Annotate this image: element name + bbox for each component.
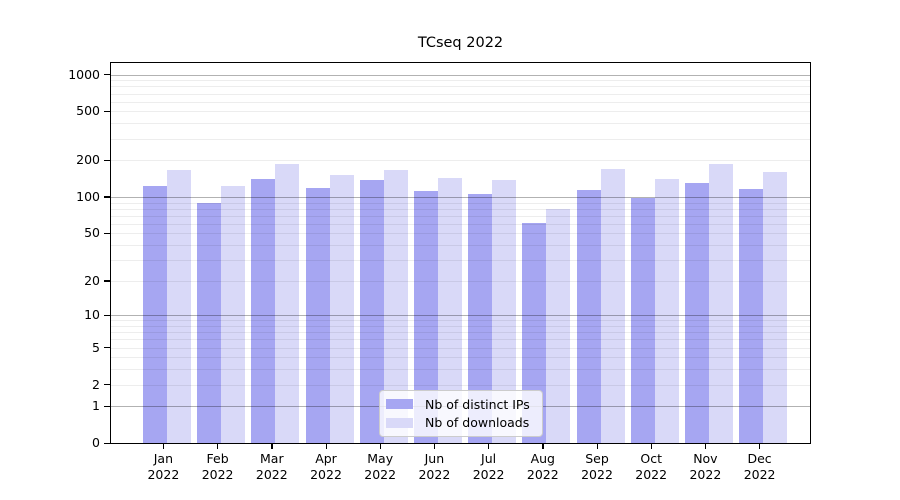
y-tick-mark	[104, 442, 110, 445]
bars-layer	[110, 62, 811, 444]
x-tick-label: Sep 2022	[581, 451, 613, 482]
x-tick-label: May 2022	[364, 451, 397, 482]
x-tick-mark	[271, 444, 273, 449]
bar-ips-apr	[305, 187, 330, 444]
x-tick-mark	[162, 444, 165, 449]
y-tick-label: 500	[76, 103, 100, 119]
y-tick-mark	[104, 314, 110, 317]
y-tick-mark	[104, 384, 110, 386]
y-tick-mark	[104, 110, 110, 113]
bar-downloads-dec	[763, 172, 788, 444]
bar-downloads-oct	[654, 179, 679, 444]
plot-area: Nb of distinct IPs Nb of downloads	[110, 62, 811, 444]
chart-title: TCseq 2022	[417, 35, 504, 51]
legend-swatch-distinct-ips	[386, 399, 413, 410]
bar-ips-nov	[684, 183, 709, 444]
x-tick-mark	[650, 444, 652, 449]
x-tick-mark	[596, 444, 598, 449]
y-tick-mark	[104, 74, 110, 76]
x-tick-label: Oct 2022	[635, 451, 668, 482]
y-tick-label: 50	[84, 225, 100, 241]
x-tick-label: Jan 2022	[147, 451, 180, 482]
bar-downloads-jan	[166, 169, 191, 444]
x-tick-mark	[759, 444, 761, 449]
bar-downloads-mar	[275, 163, 300, 444]
y-tick-mark	[104, 232, 110, 235]
y-tick-label: 10	[84, 307, 100, 323]
x-tick-label: Feb 2022	[201, 451, 234, 482]
x-tick-mark	[704, 444, 707, 449]
x-tick-label: Dec 2022	[743, 451, 776, 482]
legend-label-distinct-ips: Nb of distinct IPs	[425, 396, 530, 412]
y-tick-mark	[104, 159, 110, 162]
bar-ips-dec	[739, 188, 764, 444]
x-tick-mark	[542, 444, 544, 449]
bar-ips-oct	[630, 198, 655, 444]
bar-ips-sep	[576, 190, 601, 444]
bar-ips-feb	[197, 203, 222, 444]
x-tick-label: Aug 2022	[526, 451, 559, 482]
y-tick-label: 0	[92, 435, 100, 451]
legend-swatch-downloads	[386, 417, 413, 428]
bar-downloads-nov	[708, 164, 733, 444]
x-tick-label: Apr 2022	[310, 451, 342, 482]
legend-item-downloads: Nb of downloads	[386, 414, 536, 433]
y-tick-label: 5	[92, 339, 100, 355]
y-tick-label: 1000	[68, 66, 100, 82]
legend-label-downloads: Nb of downloads	[425, 415, 530, 431]
bar-downloads-feb	[221, 186, 246, 444]
y-tick-mark	[104, 347, 110, 349]
bar-downloads-apr	[329, 174, 354, 444]
y-tick-label: 2	[92, 376, 100, 392]
x-tick-label: Mar 2022	[255, 451, 288, 482]
y-tick-label: 1	[92, 398, 100, 414]
y-tick-mark	[104, 405, 110, 408]
bar-downloads-sep	[600, 168, 625, 444]
x-tick-label: Jun 2022	[418, 451, 451, 482]
y-tick-label: 200	[76, 152, 100, 168]
bar-ips-jan	[142, 185, 167, 444]
bar-downloads-aug	[546, 208, 571, 444]
bar-ips-mar	[251, 179, 276, 444]
x-tick-mark	[433, 444, 436, 449]
y-tick-mark	[104, 280, 110, 282]
legend-item-distinct-ips: Nb of distinct IPs	[386, 395, 536, 414]
y-tick-label: 100	[76, 188, 100, 204]
x-tick-mark	[217, 444, 219, 449]
x-tick-mark	[325, 444, 327, 449]
x-tick-mark	[488, 444, 490, 449]
y-tick-mark	[104, 196, 110, 198]
x-tick-label: Nov 2022	[689, 451, 722, 482]
legend: Nb of distinct IPs Nb of downloads	[379, 390, 543, 437]
x-tick-mark	[379, 444, 381, 449]
x-tick-label: Jul 2022	[472, 451, 505, 482]
y-tick-label: 20	[84, 272, 100, 288]
